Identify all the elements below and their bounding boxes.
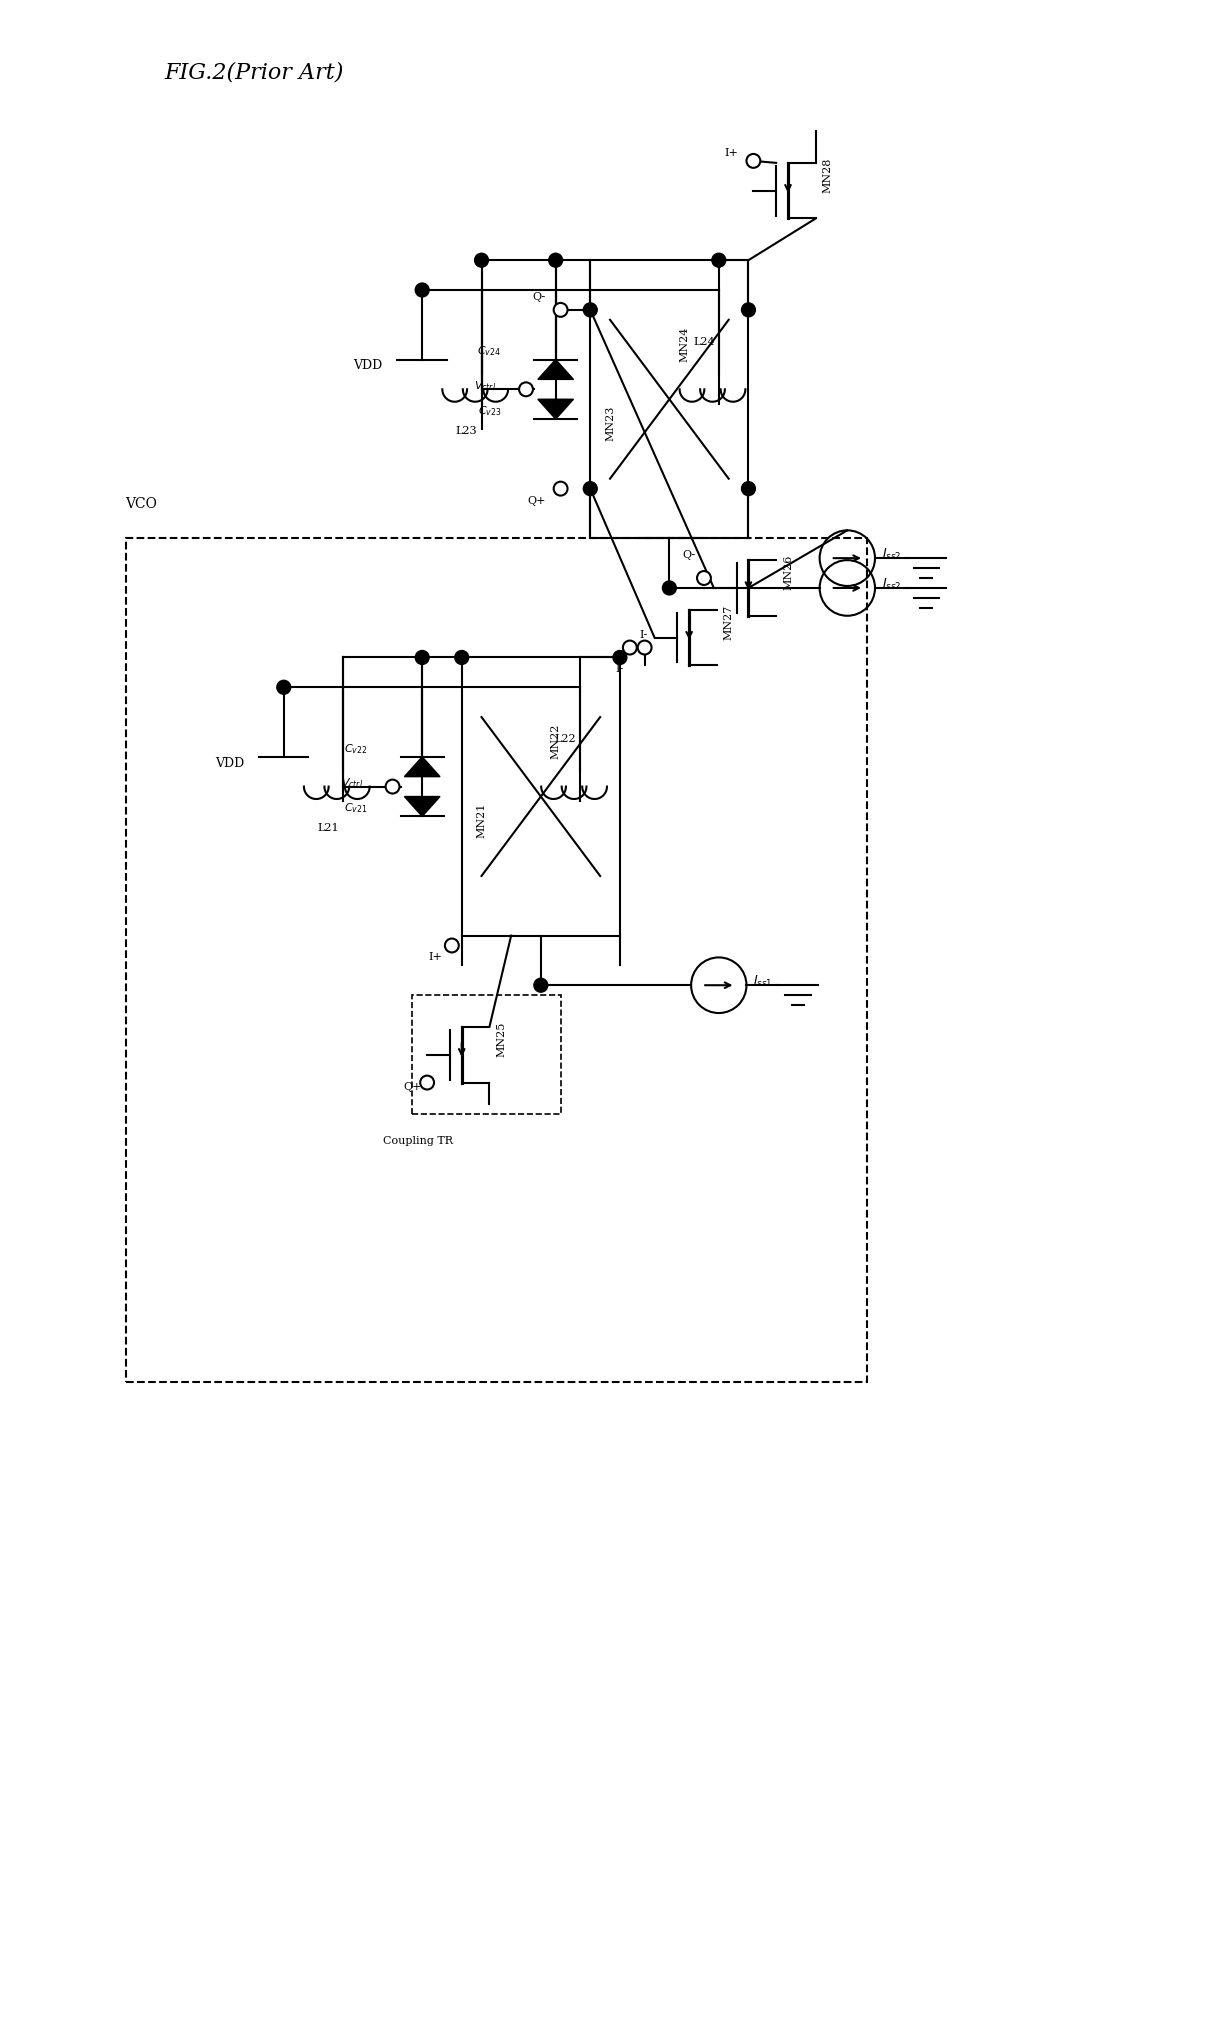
Circle shape [746, 155, 761, 167]
Circle shape [741, 303, 756, 317]
Text: MN26: MN26 [783, 556, 793, 590]
Text: $C_{v21}$: $C_{v21}$ [345, 802, 368, 816]
Text: MN28: MN28 [822, 157, 833, 193]
Text: I+: I+ [725, 149, 739, 159]
Bar [412, 995, 561, 1115]
Circle shape [712, 252, 725, 267]
Circle shape [415, 651, 429, 663]
Text: Coupling TR: Coupling TR [383, 1136, 453, 1146]
Text: L24: L24 [693, 336, 715, 346]
Circle shape [445, 938, 459, 952]
Text: VDD: VDD [215, 757, 244, 769]
Text: Q-: Q- [533, 291, 546, 301]
Text: MN23: MN23 [605, 405, 615, 442]
Circle shape [553, 303, 568, 317]
Text: VDD: VDD [353, 360, 383, 372]
Text: MN25: MN25 [497, 1022, 507, 1056]
Circle shape [548, 252, 563, 267]
Polygon shape [537, 360, 573, 379]
Text: I-: I- [616, 663, 625, 674]
Text: $I_{ss2}$: $I_{ss2}$ [882, 547, 902, 562]
Text: MN27: MN27 [724, 604, 734, 639]
Text: $V_{ctrl}$: $V_{ctrl}$ [341, 777, 363, 790]
Circle shape [553, 482, 568, 497]
Bar [590, 260, 748, 539]
Circle shape [697, 572, 710, 584]
Circle shape [583, 303, 598, 317]
Text: MN24: MN24 [680, 326, 690, 362]
Text: I+: I+ [428, 952, 442, 963]
Text: L22: L22 [555, 735, 577, 745]
Text: $C_{v24}$: $C_{v24}$ [477, 344, 502, 358]
Circle shape [583, 482, 598, 497]
Text: I-: I- [639, 629, 648, 639]
Circle shape [415, 283, 429, 297]
Circle shape [623, 641, 637, 655]
Polygon shape [405, 796, 440, 816]
Text: MN22: MN22 [551, 722, 561, 759]
Text: FIG.2(Prior Art): FIG.2(Prior Art) [164, 61, 344, 83]
Text: $I_{ss1}$: $I_{ss1}$ [753, 975, 773, 989]
Polygon shape [405, 757, 440, 777]
Text: $I_{ss2}$: $I_{ss2}$ [882, 578, 902, 592]
Text: $C_{v22}$: $C_{v22}$ [345, 743, 368, 755]
Text: MN21: MN21 [476, 804, 487, 838]
Circle shape [534, 979, 547, 993]
Circle shape [741, 482, 756, 497]
Text: $C_{v23}$: $C_{v23}$ [477, 405, 502, 417]
Circle shape [638, 641, 652, 655]
Text: $V_{ctrl}$: $V_{ctrl}$ [474, 379, 497, 393]
Circle shape [385, 779, 400, 794]
Circle shape [475, 252, 488, 267]
Circle shape [420, 1077, 434, 1089]
Polygon shape [537, 399, 573, 419]
Circle shape [614, 651, 627, 663]
Bar [461, 657, 620, 936]
Text: L23: L23 [456, 425, 477, 435]
Text: Q+: Q+ [528, 497, 546, 505]
Text: VCO: VCO [125, 497, 157, 511]
Circle shape [277, 680, 291, 694]
Text: L21: L21 [318, 824, 339, 832]
Circle shape [663, 582, 676, 594]
Circle shape [455, 651, 469, 663]
Circle shape [519, 383, 533, 397]
Bar [125, 539, 867, 1382]
Text: Q-: Q- [682, 549, 696, 560]
Text: Q+: Q+ [402, 1081, 422, 1091]
